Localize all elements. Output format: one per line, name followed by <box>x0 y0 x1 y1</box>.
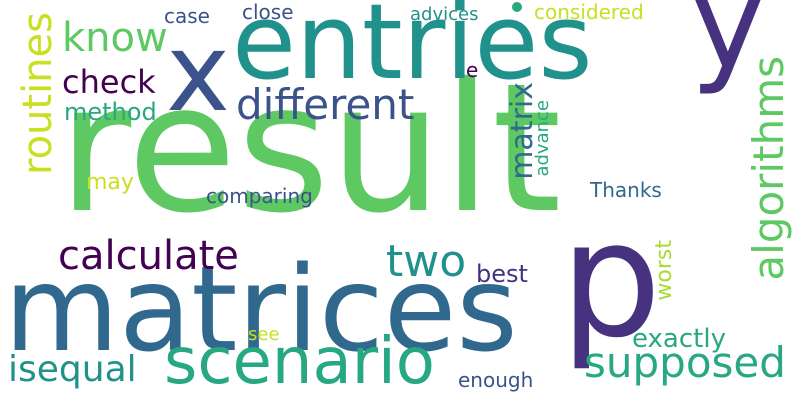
word-method: method <box>64 98 157 126</box>
word-supposed: supposed <box>584 338 786 387</box>
dot-mark <box>512 2 522 12</box>
word-advance: advance <box>532 100 553 177</box>
word-considered: considered <box>534 0 644 24</box>
word-close: close <box>242 0 294 24</box>
word-result: result <box>58 45 562 252</box>
word-routines: routines <box>15 12 61 175</box>
word-case: case <box>164 4 210 28</box>
word-e: e <box>466 58 479 82</box>
word-may: may <box>86 170 134 195</box>
word-see: see <box>248 324 280 345</box>
word-thanks: Thanks <box>590 178 662 202</box>
word-worst: worst <box>652 240 677 301</box>
word-entries: entries <box>232 0 593 103</box>
word-two: two <box>386 236 467 287</box>
word-enough: enough <box>458 368 534 392</box>
word-algorithms: algorithms <box>744 56 793 281</box>
word-x: x <box>166 11 230 136</box>
word-advices: advices <box>410 4 479 25</box>
word-comparing: comparing <box>206 184 313 208</box>
word-calculate: calculate <box>58 233 239 279</box>
word-isequal: isequal <box>8 349 137 390</box>
word-different: different <box>236 80 415 129</box>
word-matrices: matrices <box>4 240 518 378</box>
word-know: know <box>62 15 168 61</box>
word-scenario: scenario <box>164 325 435 399</box>
word-p: p <box>560 186 662 373</box>
word-exactly: exactly <box>632 324 726 354</box>
word-best: best <box>476 260 528 288</box>
word-y: y <box>690 0 766 98</box>
word-check: check <box>62 63 156 101</box>
